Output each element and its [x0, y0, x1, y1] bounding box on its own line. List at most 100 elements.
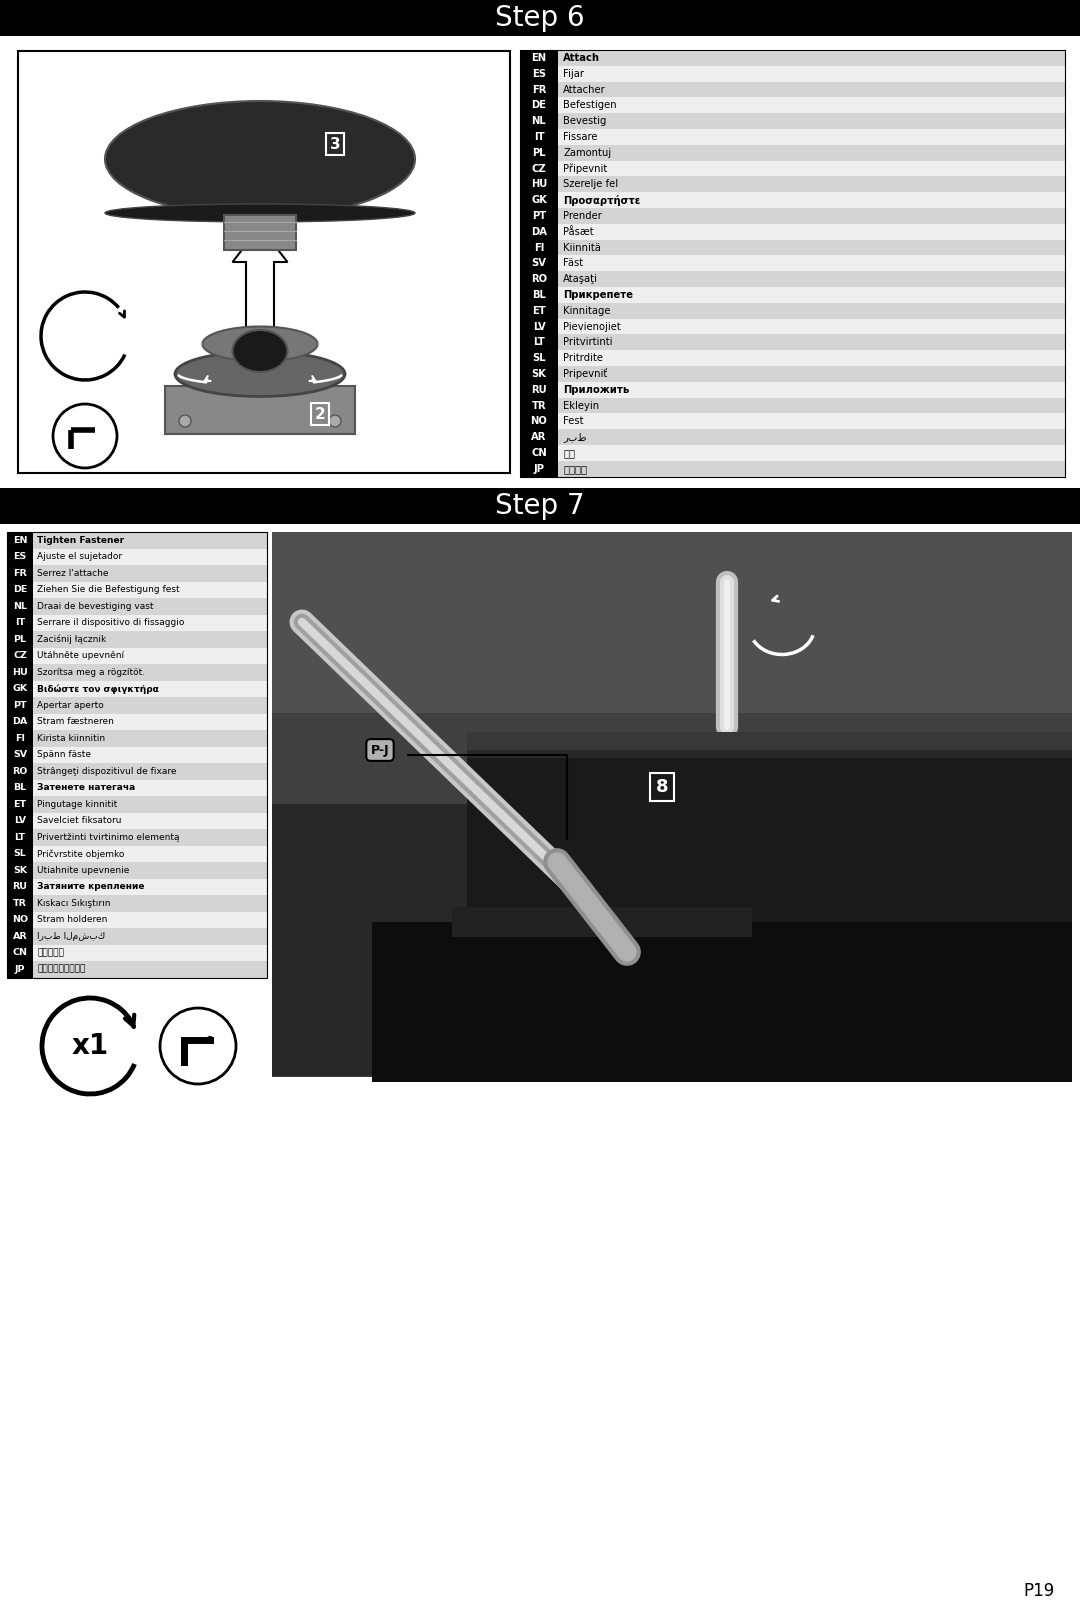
Bar: [6, 879, 267, 895]
Bar: [6, 714, 33, 730]
Bar: [467, 751, 1072, 757]
Bar: [6, 945, 33, 961]
Text: Prender: Prender: [563, 210, 602, 222]
Text: CN: CN: [531, 448, 546, 458]
Bar: [6, 631, 267, 647]
Text: DE: DE: [13, 586, 27, 594]
Bar: [519, 160, 558, 176]
Text: GK: GK: [531, 196, 546, 205]
Bar: [6, 532, 267, 977]
Text: Прикрепете: Прикрепете: [563, 290, 633, 299]
Text: CZ: CZ: [531, 163, 546, 173]
Text: NO: NO: [530, 416, 548, 426]
Text: ES: ES: [532, 68, 546, 79]
Bar: [519, 319, 558, 335]
Bar: [519, 256, 558, 272]
Text: ربط: ربط: [563, 432, 586, 442]
Text: Apertar aperto: Apertar aperto: [37, 701, 104, 710]
Bar: [6, 599, 267, 615]
Bar: [519, 209, 558, 223]
Text: 取り付け: 取り付け: [563, 464, 588, 474]
Text: RO: RO: [12, 767, 28, 775]
Bar: [0, 489, 1080, 524]
Bar: [6, 929, 33, 945]
Ellipse shape: [175, 351, 345, 396]
Ellipse shape: [105, 204, 415, 222]
Bar: [519, 129, 558, 144]
Text: x1: x1: [71, 1032, 109, 1060]
Bar: [519, 160, 1065, 176]
Bar: [519, 398, 558, 414]
Text: BL: BL: [13, 783, 27, 793]
Bar: [453, 908, 752, 937]
Text: AR: AR: [13, 932, 27, 940]
Bar: [519, 144, 558, 160]
Bar: [519, 272, 1065, 286]
Bar: [6, 581, 33, 599]
Text: Pingutage kinnitit: Pingutage kinnitit: [37, 799, 118, 809]
Bar: [519, 429, 1065, 445]
Bar: [18, 52, 510, 472]
Bar: [467, 731, 1072, 1078]
Text: FI: FI: [534, 243, 544, 252]
Text: TR: TR: [531, 401, 546, 411]
Bar: [6, 780, 267, 796]
Bar: [6, 681, 33, 697]
Text: Fijar: Fijar: [563, 68, 584, 79]
Text: Step 7: Step 7: [496, 492, 584, 519]
Text: EN: EN: [531, 53, 546, 63]
Text: 2: 2: [314, 406, 325, 422]
Circle shape: [53, 404, 117, 468]
Bar: [6, 615, 267, 631]
Text: Pripevniť: Pripevniť: [563, 369, 607, 379]
Text: Szorítsa meg a rögzítöt.: Szorítsa meg a rögzítöt.: [37, 668, 145, 676]
Text: ET: ET: [532, 306, 545, 316]
Bar: [6, 565, 33, 581]
Bar: [6, 796, 267, 812]
Bar: [6, 681, 267, 697]
Text: LV: LV: [14, 815, 26, 825]
Bar: [519, 445, 1065, 461]
Bar: [519, 335, 1065, 349]
Text: Kıskacı Sıkıştırın: Kıskacı Sıkıştırın: [37, 898, 110, 908]
Bar: [6, 780, 33, 796]
Bar: [519, 382, 558, 398]
Bar: [519, 239, 558, 256]
Bar: [519, 129, 1065, 144]
Bar: [6, 862, 33, 879]
Bar: [6, 929, 267, 945]
Bar: [519, 272, 558, 286]
Bar: [6, 647, 33, 663]
Bar: [519, 50, 1065, 66]
Text: Fest: Fest: [563, 416, 583, 426]
Text: Ziehen Sie die Befestigung fest: Ziehen Sie die Befestigung fest: [37, 586, 179, 594]
Bar: [519, 50, 1065, 477]
Bar: [6, 746, 33, 764]
Text: Befestigen: Befestigen: [563, 100, 617, 110]
Text: 3: 3: [329, 136, 340, 152]
Bar: [6, 961, 267, 977]
Text: Bevestig: Bevestig: [563, 116, 606, 126]
Text: Βιδώστε τον σφιγκτήρα: Βιδώστε τον σφιγκτήρα: [37, 684, 159, 694]
Text: TR: TR: [13, 898, 27, 908]
Text: FR: FR: [531, 84, 546, 94]
Text: Stram holderen: Stram holderen: [37, 916, 107, 924]
Bar: [6, 764, 33, 780]
Text: Serrez l'attache: Serrez l'attache: [37, 570, 108, 578]
Bar: [519, 81, 558, 97]
Bar: [6, 895, 33, 911]
FancyArrow shape: [232, 227, 287, 346]
Bar: [6, 549, 33, 565]
Text: LT: LT: [14, 833, 26, 841]
Bar: [519, 81, 1065, 97]
Text: Savelciet fiksatoru: Savelciet fiksatoru: [37, 815, 121, 825]
Bar: [519, 209, 1065, 223]
Bar: [519, 286, 558, 303]
Bar: [224, 215, 296, 251]
Text: LV: LV: [532, 322, 545, 332]
Text: P19: P19: [1024, 1582, 1055, 1600]
Text: Pritvirtinti: Pritvirtinti: [563, 337, 612, 348]
Bar: [6, 764, 267, 780]
Bar: [0, 36, 1080, 489]
Text: Pievienojiet: Pievienojiet: [563, 322, 621, 332]
